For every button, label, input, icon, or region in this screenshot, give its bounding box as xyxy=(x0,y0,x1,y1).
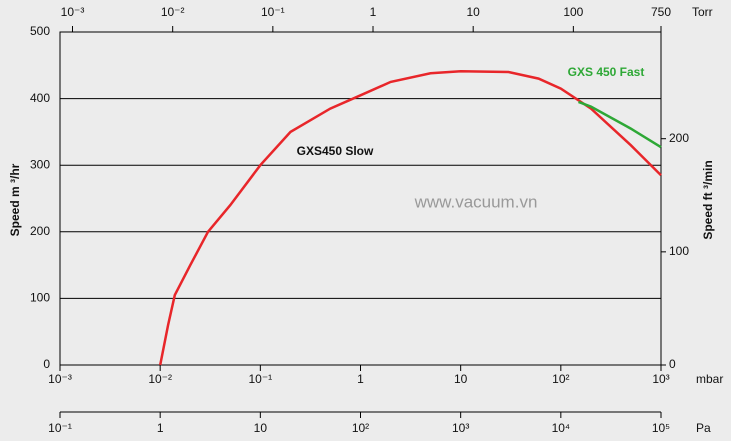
plot-frame xyxy=(59,31,662,366)
pa-tick-label: 10² xyxy=(352,421,369,435)
pa-tick-label: 10⁵ xyxy=(652,421,670,435)
pa-tick-label: 10⁴ xyxy=(552,421,571,435)
x-tick-label: 10⁻¹ xyxy=(248,372,272,386)
x-tick-label: 10⁻³ xyxy=(48,372,72,386)
top-tick-label: 100 xyxy=(563,5,583,19)
y-tick-label: 400 xyxy=(30,91,50,105)
pa-tick-label: 10⁻¹ xyxy=(48,421,72,435)
x-tick-label: 1 xyxy=(357,372,364,386)
top-axis-title: Torr xyxy=(692,5,713,19)
top-tick-label: 750 xyxy=(651,5,671,19)
legend-label: GXS 450 Fast xyxy=(568,65,645,79)
y-tick-label: 500 xyxy=(30,24,50,38)
top-tick-label: 10⁻² xyxy=(161,5,185,19)
y2-tick-label: 100 xyxy=(669,244,689,258)
x-axis-title: mbar xyxy=(696,372,723,386)
y-tick-label: 200 xyxy=(30,224,50,238)
watermark: www.vacuum.vn xyxy=(414,192,538,211)
y2-tick-label: 0 xyxy=(669,357,676,371)
pa-axis-title: Pa xyxy=(696,421,711,435)
y-tick-label: 300 xyxy=(30,157,50,171)
x-tick-label: 10⁻² xyxy=(148,372,172,386)
top-tick-label: 10 xyxy=(467,5,481,19)
y2-tick-label: 200 xyxy=(669,131,689,145)
top-tick-label: 10⁻³ xyxy=(61,5,85,19)
x-tick-label: 10³ xyxy=(652,372,669,386)
y-tick-label: 100 xyxy=(30,291,50,305)
series-line xyxy=(578,100,662,149)
y-tick-label: 0 xyxy=(43,357,50,371)
series-line xyxy=(158,70,662,366)
pa-tick-label: 1 xyxy=(157,421,164,435)
x-tick-label: 10 xyxy=(454,372,468,386)
y-axis-title: Speed m ³/hr xyxy=(8,163,22,236)
top-tick-label: 1 xyxy=(370,5,377,19)
pa-tick-label: 10³ xyxy=(452,421,469,435)
top-tick-label: 10⁻¹ xyxy=(261,5,285,19)
y2-axis-title: Speed ft ³/min xyxy=(701,160,715,239)
pa-tick-label: 10 xyxy=(254,421,268,435)
x-tick-label: 10² xyxy=(552,372,569,386)
legend-label: GXS450 Slow xyxy=(297,144,374,158)
